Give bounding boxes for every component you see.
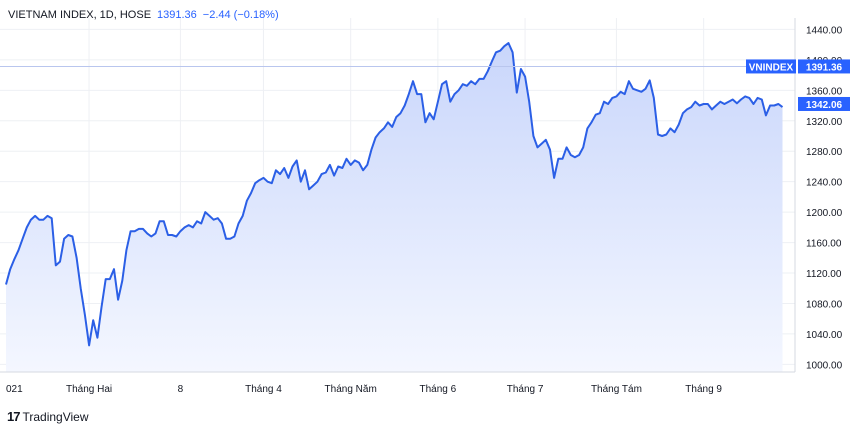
x-tick-label: Tháng Năm bbox=[325, 384, 377, 395]
price-value: 1391.36 bbox=[157, 9, 197, 21]
y-tick-label: 1160.00 bbox=[806, 239, 842, 250]
reference-value-badge: 1391.36 bbox=[798, 59, 850, 74]
price-scale[interactable]: 1000.00 1040.00 1080.00 1120.00 1160.00 1200.… bbox=[806, 25, 843, 371]
y-tick-label: 1000.00 bbox=[806, 360, 843, 371]
x-tick-label: 021 bbox=[6, 384, 23, 395]
legend-header: VIETNAM INDEX, 1D, HOSE 1391.36 −2.44 (−0.… bbox=[8, 9, 279, 21]
last-value: 1342.06 bbox=[806, 100, 843, 111]
y-tick-label: 1280.00 bbox=[806, 147, 843, 158]
x-tick-label: 8 bbox=[178, 384, 184, 395]
time-scale[interactable]: 021 Tháng Hai 8 Tháng 4 Tháng Năm Tháng 6 Thán… bbox=[6, 384, 722, 395]
y-tick-label: 1040.00 bbox=[806, 330, 843, 341]
tradingview-logo[interactable]: 17 TradingView bbox=[7, 409, 89, 424]
x-tick-label: Tháng Tám bbox=[591, 384, 642, 395]
y-tick-label: 1360.00 bbox=[806, 86, 843, 97]
price-badges: VNINDEX 1391.36 1342.06 bbox=[746, 59, 850, 111]
symbol-title[interactable]: VIETNAM INDEX, 1D, HOSE bbox=[8, 9, 152, 21]
x-tick-label: Tháng 9 bbox=[685, 384, 722, 395]
tradingview-logo-icon: 17 bbox=[7, 409, 21, 424]
y-tick-label: 1120.00 bbox=[806, 269, 842, 280]
last-value-badge: 1342.06 bbox=[798, 96, 850, 111]
x-tick-label: Tháng Hai bbox=[66, 384, 112, 395]
reference-value: 1391.36 bbox=[806, 62, 843, 73]
price-area bbox=[6, 43, 783, 372]
x-tick-label: Tháng 4 bbox=[245, 384, 282, 395]
price-change: −2.44 (−0.18%) bbox=[202, 9, 279, 21]
y-tick-label: 1320.00 bbox=[806, 117, 843, 128]
tradingview-logo-text: TradingView bbox=[22, 409, 89, 424]
x-tick-label: Tháng 6 bbox=[420, 384, 457, 395]
x-tick-label: Tháng 7 bbox=[507, 384, 544, 395]
reference-label: VNINDEX bbox=[749, 62, 794, 73]
price-line bbox=[5, 42, 784, 347]
y-tick-label: 1200.00 bbox=[806, 208, 843, 219]
y-tick-label: 1080.00 bbox=[806, 299, 843, 310]
y-tick-label: 1240.00 bbox=[806, 178, 843, 189]
reference-label-badge: VNINDEX bbox=[746, 59, 796, 74]
y-tick-label: 1440.00 bbox=[806, 25, 843, 36]
